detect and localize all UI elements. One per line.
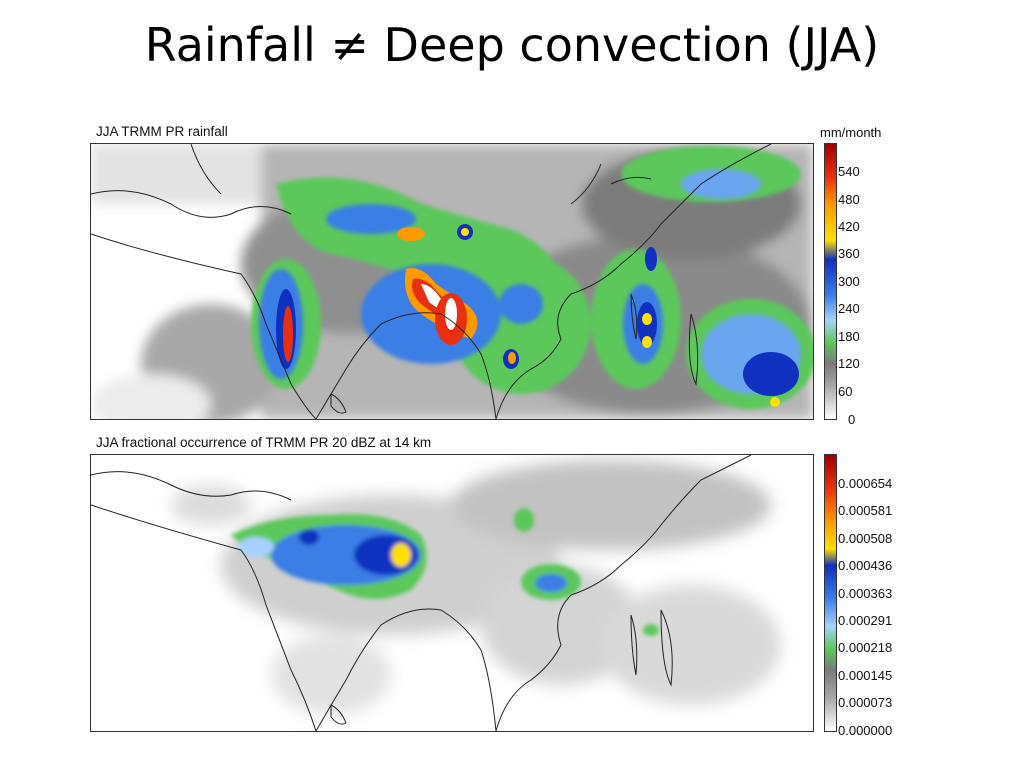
rainfall-tick-label: 540	[838, 164, 860, 179]
convection-tick-label: 0.000000	[838, 723, 893, 738]
rainfall-tick-label: 240	[838, 301, 860, 316]
convection-colorbar	[824, 454, 837, 732]
convection-colored-zones	[231, 508, 659, 636]
rainfall-coastlines	[91, 144, 772, 419]
rainfall-tick-label: 120	[838, 356, 860, 371]
convection-map	[90, 454, 814, 732]
rainfall-colorbar	[824, 143, 837, 420]
convection-gray-field	[171, 460, 781, 715]
rainfall-tick-label: 300	[838, 274, 860, 289]
slide-title: Rainfall ≠ Deep convection (JJA)	[144, 18, 880, 72]
convection-coastlines	[91, 455, 752, 731]
rainfall-units-label: mm/month	[820, 125, 882, 140]
convection-tick-label: 0.000436	[838, 558, 893, 573]
rainfall-map	[90, 143, 814, 420]
rainfall-map-svg	[91, 144, 813, 419]
convection-tick-label: 0.000145	[838, 668, 893, 683]
rainfall-hot-cores	[276, 224, 799, 407]
rainfall-tick-label: 60	[838, 384, 853, 399]
rainfall-tick-label: 480	[838, 192, 860, 207]
rainfall-panel-title: JJA TRMM PR rainfall	[96, 124, 228, 139]
convection-map-svg	[91, 455, 781, 731]
rainfall-tick-label: 360	[838, 246, 860, 261]
rainfall-tick-label: 0	[848, 412, 856, 427]
rainfall-tick-label: 180	[838, 329, 860, 344]
convection-panel-title: JJA fractional occurrence of TRMM PR 20 …	[96, 435, 432, 450]
convection-tick-label: 0.000073	[838, 695, 893, 710]
convection-tick-label: 0.000581	[838, 503, 893, 518]
convection-tick-label: 0.000654	[838, 476, 893, 491]
rainfall-tick-label: 420	[838, 219, 860, 234]
convection-tick-label: 0.000291	[838, 613, 893, 628]
convection-tick-label: 0.000363	[838, 586, 893, 601]
convection-tick-label: 0.000508	[838, 531, 893, 546]
convection-tick-label: 0.000218	[838, 640, 893, 655]
